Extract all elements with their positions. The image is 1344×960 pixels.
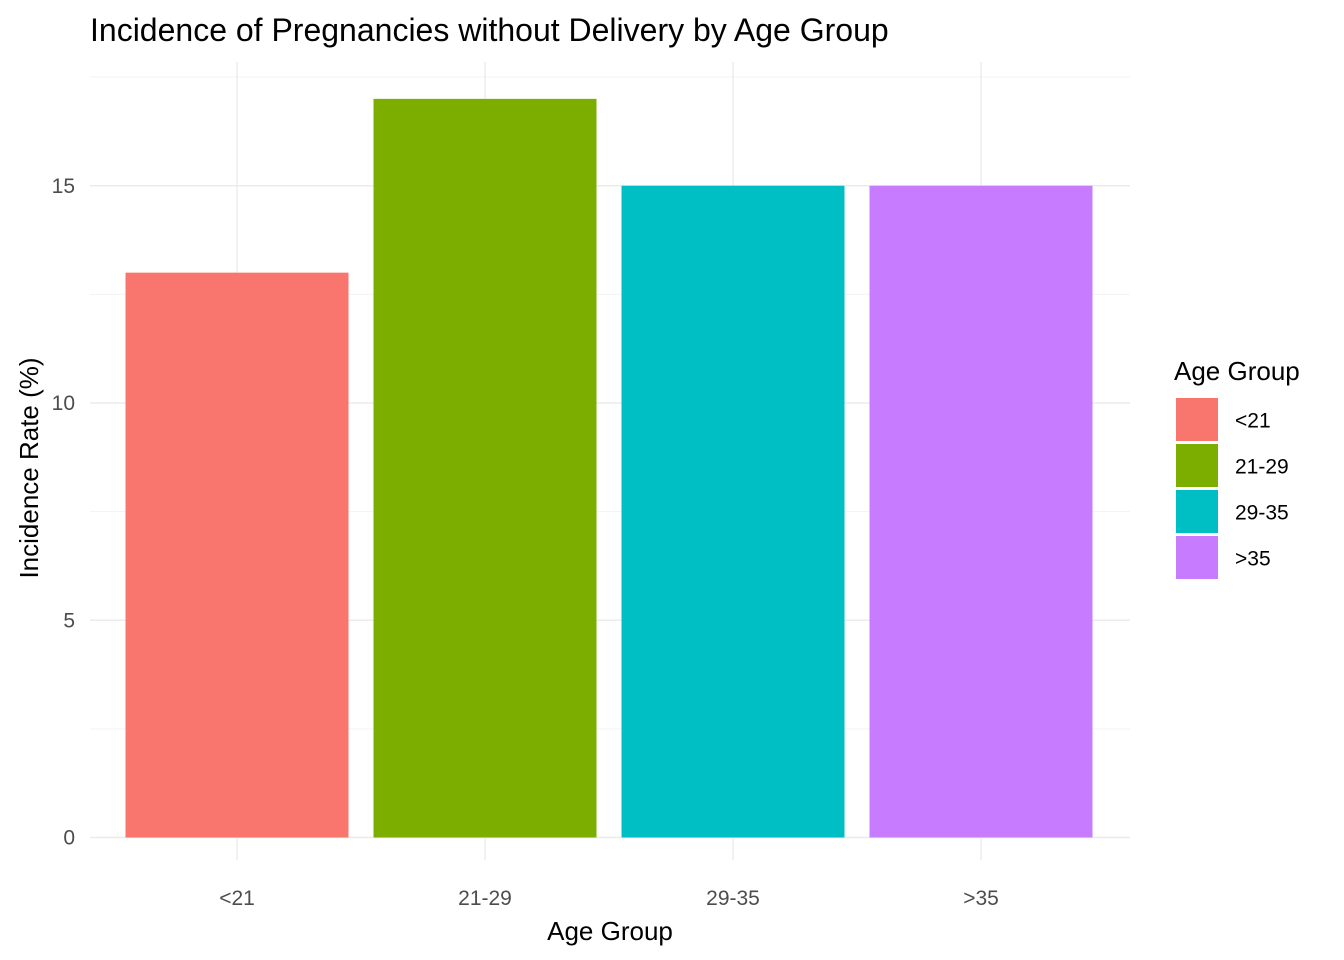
- legend-label: <21: [1235, 410, 1271, 433]
- y-tick-label: 15: [52, 175, 75, 198]
- y-tick-label: 10: [52, 392, 75, 415]
- x-tick-label: 29-35: [706, 887, 760, 910]
- legend-key: [1176, 444, 1218, 487]
- y-tick-label: 5: [63, 609, 75, 632]
- legend-key: [1176, 536, 1218, 579]
- y-axis-title: Incidence Rate (%): [14, 357, 44, 578]
- legend-key: [1176, 398, 1218, 441]
- x-tick-label: >35: [963, 887, 999, 910]
- y-axis-ticks: 0 5 10 15: [52, 175, 75, 850]
- bar-1: [125, 272, 349, 838]
- legend-label: >35: [1235, 548, 1271, 571]
- bar-3: [621, 185, 845, 838]
- legend-title: Age Group: [1174, 356, 1300, 386]
- bar-2: [373, 98, 597, 838]
- chart-title: Incidence of Pregnancies without Deliver…: [90, 12, 889, 48]
- x-axis-ticks: <21 21-29 29-35 >35: [219, 887, 999, 910]
- legend-key: [1176, 490, 1218, 533]
- legend-label: 21-29: [1235, 456, 1289, 479]
- bar-4: [869, 185, 1093, 838]
- y-tick-label: 0: [63, 827, 75, 850]
- x-axis-title: Age Group: [547, 916, 673, 946]
- x-tick-label: <21: [219, 887, 255, 910]
- bars: [125, 98, 1093, 838]
- x-tick-label: 21-29: [458, 887, 512, 910]
- legend: Age Group <21 21-29 29-35 >35: [1174, 356, 1300, 579]
- legend-label: 29-35: [1235, 502, 1289, 525]
